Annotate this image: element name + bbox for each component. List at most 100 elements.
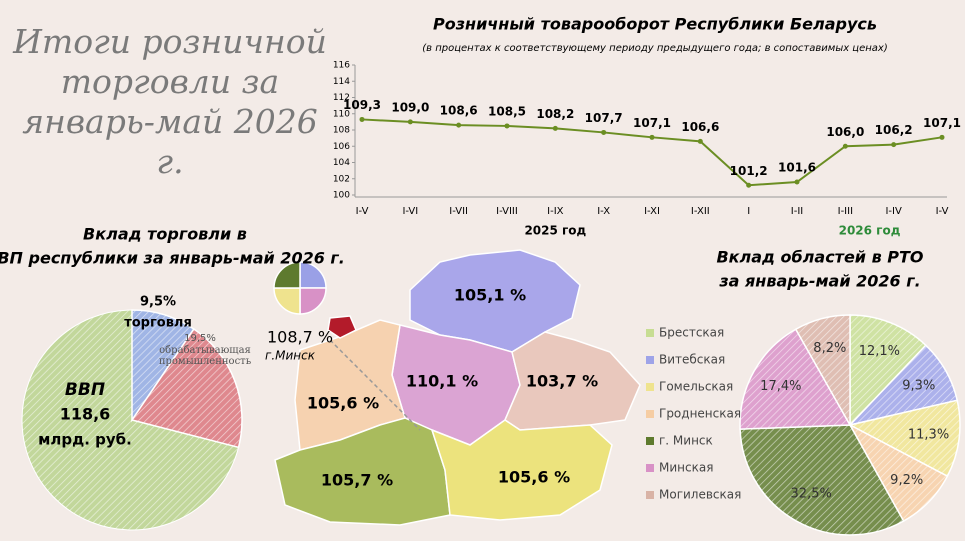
marker <box>407 119 413 125</box>
value-label: 106,0 <box>826 125 864 139</box>
region-value: 105,7 % <box>321 471 393 490</box>
marker <box>601 129 607 135</box>
marker <box>697 138 703 144</box>
y-tick-label: 116 <box>333 61 350 71</box>
y-tick-label: 108 <box>333 126 350 136</box>
minsk-inset <box>273 261 357 339</box>
marker <box>649 134 655 140</box>
value-label: 106,2 <box>875 123 913 137</box>
total-label: ВВП <box>65 380 105 400</box>
region-value: 105,6 % <box>307 394 379 413</box>
hatch <box>132 310 194 420</box>
chart-title: Розничный товарооборот Республики Белару… <box>433 15 877 34</box>
group-label: 2026 год <box>839 224 901 238</box>
legend-swatch <box>646 356 654 364</box>
hatch <box>740 329 850 430</box>
hatch <box>850 400 960 477</box>
hatch <box>740 425 904 535</box>
region-mogilev <box>504 331 641 431</box>
value-label: 108,5 <box>488 104 526 118</box>
marker <box>456 122 462 128</box>
total-value: 118,6 <box>60 405 111 424</box>
hatch <box>850 425 948 522</box>
hatch <box>850 315 926 425</box>
marker <box>939 134 945 140</box>
value-label: 107,1 <box>633 116 671 130</box>
y-tick-label: 114 <box>333 77 350 87</box>
legend-swatch <box>646 464 654 472</box>
slice-value: 32,5% <box>791 487 832 502</box>
x-tick-label: I-VI <box>402 206 418 217</box>
marker <box>842 143 848 149</box>
marker <box>891 142 897 148</box>
marker <box>746 182 752 188</box>
legend-swatch <box>646 329 654 337</box>
slice-value: 9,3% <box>902 378 935 393</box>
legend-label: Минская <box>659 461 713 475</box>
marker <box>359 116 365 122</box>
city-name: г.Минск <box>265 349 316 363</box>
x-tick-label: I-V <box>936 206 949 217</box>
y-tick-label: 110 <box>333 109 350 119</box>
x-tick-label: I-XII <box>691 206 710 217</box>
value-label: 106,6 <box>681 120 719 134</box>
chart-title: Вклад областей в РТО <box>716 248 923 267</box>
value-label: 101,6 <box>778 161 816 175</box>
y-tick-label: 100 <box>333 191 350 201</box>
chart-title: Вклад торговли в <box>83 225 247 244</box>
x-tick-label: I-IV <box>885 206 902 217</box>
slice-value: 11,3% <box>908 428 949 443</box>
marker <box>552 125 558 131</box>
region-value: 105,6 % <box>498 468 570 487</box>
legend-label: Гродненская <box>659 407 741 421</box>
hatch <box>795 315 850 425</box>
legend-swatch <box>646 437 654 445</box>
x-tick-label: I-V <box>356 206 369 217</box>
value-label: 108,6 <box>440 104 478 118</box>
legend-label: Брестская <box>659 326 724 340</box>
group-label: 2025 год <box>524 224 586 238</box>
region-value: 105,1 % <box>454 286 526 305</box>
legend-label: Витебская <box>659 353 725 367</box>
region-value: 103,7 % <box>526 372 598 391</box>
hatch <box>132 329 242 448</box>
marker <box>504 123 510 129</box>
x-tick-label: I-VII <box>449 206 468 217</box>
legend-label: Могилевская <box>659 488 741 502</box>
value-label: 109,3 <box>343 98 381 112</box>
map <box>273 249 641 526</box>
slice-label: торговля <box>124 316 192 331</box>
headline: Итоги розничной торговли за январь-май 2… <box>13 22 327 181</box>
x-tick-label: I-X <box>597 206 610 217</box>
legend-label: Гомельская <box>659 380 733 394</box>
value-label: 101,2 <box>730 164 768 178</box>
slice-value: 19,5% <box>184 333 216 344</box>
region-gomel <box>430 419 613 521</box>
marker <box>794 179 800 185</box>
city-value: 108,7 % <box>267 328 333 347</box>
x-tick-label: I-III <box>838 206 853 217</box>
legend-label: г. Минск <box>659 434 713 448</box>
slice-value: 9,5% <box>140 295 176 310</box>
slice-value: 12,1% <box>859 344 900 359</box>
y-tick-label: 102 <box>333 174 350 184</box>
x-tick-label: I-IX <box>547 206 564 217</box>
legend-swatch <box>646 410 654 418</box>
value-label: 107,1 <box>923 116 961 130</box>
x-tick-label: I-II <box>791 206 803 217</box>
y-tick-label: 106 <box>333 142 350 152</box>
x-tick-label: I-XI <box>644 206 660 217</box>
y-tick-label: 104 <box>333 158 350 168</box>
value-label: 107,7 <box>585 111 623 125</box>
x-tick-label: I <box>747 206 750 217</box>
value-label: 109,0 <box>391 100 429 114</box>
slice-value: 9,2% <box>890 473 923 488</box>
chart-title: ВВП республики за январь-май 2026 г. <box>0 249 345 268</box>
hatch <box>850 345 958 425</box>
legend-swatch <box>646 383 654 391</box>
value-label: 108,2 <box>536 107 574 121</box>
chart-title: за январь-май 2026 г. <box>718 272 920 291</box>
chart-subtitle: (в процентах к соответствующему периоду … <box>422 43 888 54</box>
